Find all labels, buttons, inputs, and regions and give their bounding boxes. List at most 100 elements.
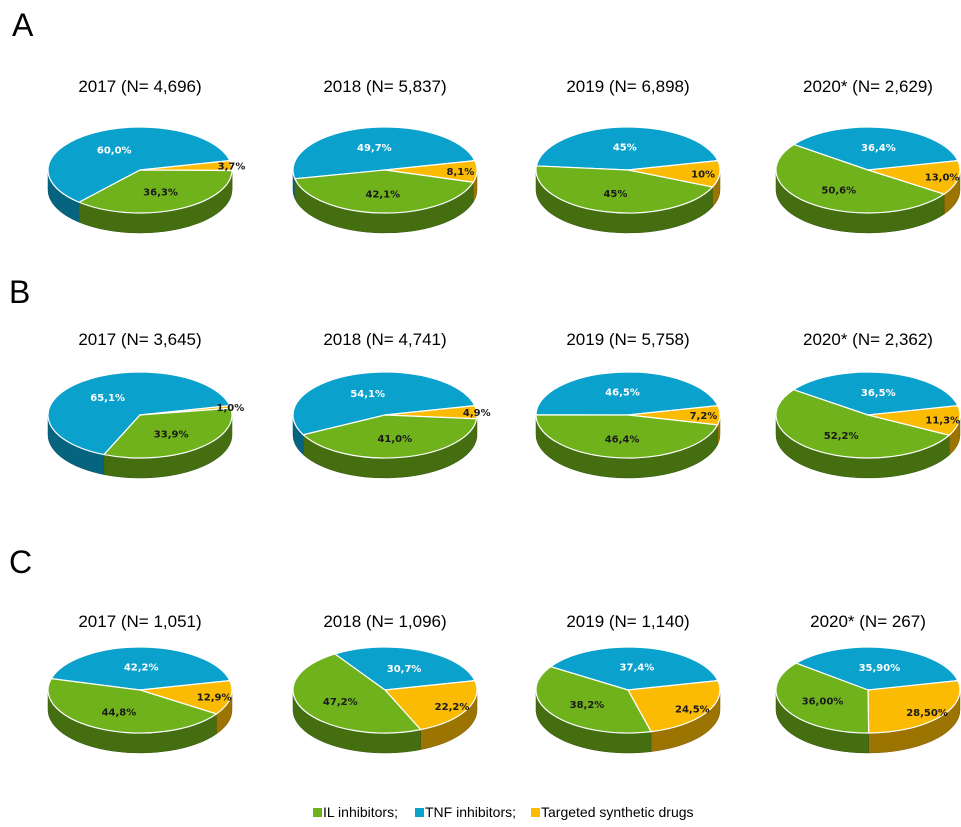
pie-slice-il-inhibitors (775, 389, 951, 459)
data-label: 36,5% (861, 388, 896, 399)
data-label: 45% (603, 189, 627, 200)
data-label: 4,9% (463, 408, 491, 419)
data-label: 22,2% (435, 702, 470, 713)
panel-letter-C: C (9, 544, 32, 580)
data-label: 13,0% (925, 173, 960, 184)
pie-title: 2018 (N= 5,837) (323, 77, 446, 96)
data-label: 54,1% (350, 389, 385, 400)
panel-letter-A: A (12, 7, 34, 43)
pie-slice-il-inhibitors (535, 165, 714, 214)
data-label: 52,2% (824, 431, 859, 442)
pie-slice-targeted-synthetic-drugs (627, 679, 721, 733)
pie-slice-targeted-synthetic-drugs (867, 404, 961, 436)
pie-title: 2020* (N= 267) (810, 612, 926, 631)
data-label: 10% (691, 169, 715, 180)
pie-slice-il-inhibitors (775, 662, 870, 734)
data-label: 42,2% (124, 662, 159, 673)
legend-swatch (313, 808, 322, 817)
pie-slice-il-inhibitors (535, 665, 652, 734)
pie-title: 2018 (N= 4,741) (323, 330, 446, 349)
pie-C-1: 2017 (N= 1,051) 44,8% 42,2% 12,9% (47, 612, 233, 754)
data-label: 36,4% (861, 143, 896, 154)
data-label: 12,9% (197, 693, 232, 704)
data-label: 38,2% (570, 700, 605, 711)
pie-slice-targeted-synthetic-drugs (139, 679, 233, 715)
data-label: 46,4% (605, 434, 640, 445)
legend-label: IL inhibitors; (323, 804, 398, 820)
pie-slice-targeted-synthetic-drugs (383, 679, 478, 731)
data-label: 50,6% (821, 185, 856, 196)
pie-slice-tnf-inhibitors (50, 646, 231, 691)
data-label: 7,2% (690, 411, 718, 422)
data-label: 46,5% (605, 387, 640, 398)
data-label: 41,0% (377, 434, 412, 445)
pie-slice-tnf-inhibitors (292, 371, 476, 436)
data-label: 36,3% (143, 188, 178, 199)
data-label: 44,8% (102, 708, 137, 719)
data-label: 65,1% (90, 393, 125, 404)
pie-slice-tnf-inhibitors (792, 371, 959, 416)
data-label: 3,7% (218, 162, 246, 173)
data-label: 60,0% (97, 146, 132, 157)
data-label: 37,4% (620, 663, 655, 674)
pie-A-2: 2018 (N= 5,837) 42,1% 49,7% 8,1% (292, 77, 478, 234)
pie-slice-il-inhibitors (775, 143, 946, 214)
pie-title: 2019 (N= 6,898) (566, 77, 689, 96)
data-label: 45% (613, 142, 637, 153)
pie-slice-il-inhibitors (302, 414, 478, 459)
pie-title: 2017 (N= 4,696) (78, 77, 201, 96)
pie-slice-il-inhibitors (292, 653, 422, 734)
pie-slice-il-inhibitors (294, 169, 475, 214)
pie-C-2: 2018 (N= 1,096) 47,2% 30,7% 22,2% (292, 612, 478, 754)
pie-slice-il-inhibitors (535, 414, 719, 459)
data-label: 1,0% (217, 403, 245, 414)
pie-slice-targeted-synthetic-drugs (867, 159, 961, 195)
data-label: 49,7% (357, 143, 392, 154)
data-label: 47,2% (323, 697, 358, 708)
data-label: 42,1% (365, 190, 400, 201)
pie-slice-tnf-inhibitors (292, 126, 476, 180)
pie-B-3: 2019 (N= 5,758) 46,4% 46,5% 7,2% (535, 330, 721, 479)
legend-swatch (531, 808, 540, 817)
pie-slice-targeted-synthetic-drugs (867, 679, 961, 734)
pie-A-3: 2019 (N= 6,898) 45% 45% 10% (535, 77, 721, 234)
pie-slice-il-inhibitors (102, 407, 233, 459)
data-label: 28,50% (906, 708, 948, 719)
pie-B-2: 2018 (N= 4,741) 41,0% 54,1% 4,9% (292, 330, 491, 479)
pie-slice-tnf-inhibitors (333, 646, 476, 691)
legend: IL inhibitors; TNF inhibitors; Targeted sy… (313, 804, 694, 820)
pie-title: 2018 (N= 1,096) (323, 612, 446, 631)
pie-B-1: 2017 (N= 3,645) 33,9% 65,1% 1,0% (47, 330, 245, 479)
data-label: 33,9% (154, 430, 189, 441)
pie-title: 2020* (N= 2,362) (803, 330, 933, 349)
legend-label: TNF inhibitors; (425, 804, 516, 820)
pie-slice-tnf-inhibitors (535, 371, 719, 416)
pie-A-4: 2020* (N= 2,629) 50,6% 36,4% 13,0% (775, 77, 961, 234)
legend-label: Targeted synthetic drugs (541, 804, 694, 820)
pie-title: 2020* (N= 2,629) (803, 77, 933, 96)
data-label: 36,00% (802, 696, 844, 707)
pie-title: 2017 (N= 1,051) (78, 612, 201, 631)
pie-slice-il-inhibitors (47, 677, 218, 734)
pie-slice-il-inhibitors (77, 169, 233, 214)
data-label: 35,90% (859, 663, 901, 674)
pie-title: 2017 (N= 3,645) (78, 330, 201, 349)
pie-slice-tnf-inhibitors (47, 126, 231, 203)
pie-A-1: 2017 (N= 4,696) 36,3% 60,0% 3,7% (47, 77, 246, 234)
panel-letter-B: B (9, 274, 30, 310)
pie-title: 2019 (N= 1,140) (566, 612, 689, 631)
data-label: 11,3% (925, 416, 960, 427)
pie-slice-tnf-inhibitors (535, 126, 719, 171)
data-label: 30,7% (387, 664, 422, 675)
pie-slice-tnf-inhibitors (792, 126, 959, 171)
pie-C-4: 2020* (N= 267) 36,00% 35,90% 28,50% (775, 612, 961, 754)
pie-title: 2019 (N= 5,758) (566, 330, 689, 349)
legend-swatch (415, 808, 424, 817)
pie-B-4: 2020* (N= 2,362) 52,2% 36,5% 11,3% (775, 330, 961, 479)
pie-C-3: 2019 (N= 1,140) 38,2% 37,4% 24,5% (535, 612, 721, 754)
pie-slice-tnf-inhibitors (794, 646, 959, 691)
pie-slice-tnf-inhibitors (47, 371, 231, 456)
data-label: 24,5% (675, 704, 710, 715)
data-label: 8,1% (447, 167, 475, 178)
